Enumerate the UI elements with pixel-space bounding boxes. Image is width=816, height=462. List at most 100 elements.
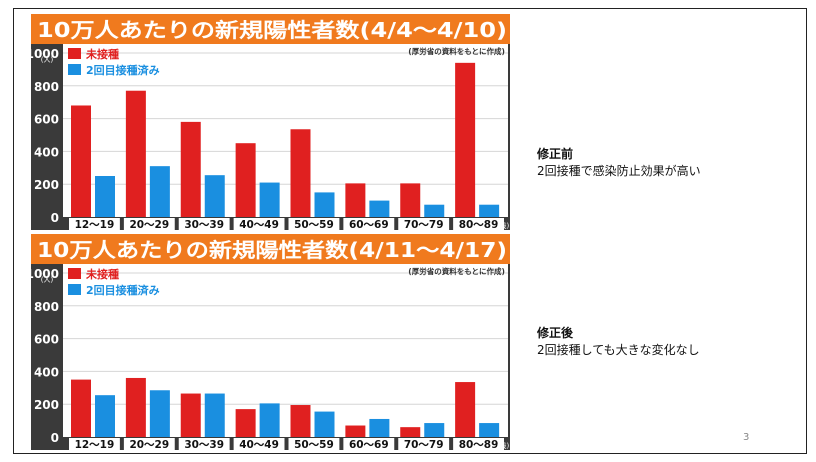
y-tick-label: 400 [34, 365, 59, 379]
bar [400, 427, 421, 437]
y-tick-label: 400 [34, 145, 59, 159]
note-heading: 修正前 [537, 147, 574, 161]
source-note: (厚労省の資料をもとに作成) [408, 266, 505, 276]
bar [235, 409, 256, 437]
y-tick-label: 800 [34, 80, 59, 94]
y-tick-label: 600 [34, 333, 59, 347]
x-tick-label: 12〜19 [75, 439, 115, 450]
bar [149, 390, 170, 437]
y-tick-label: 600 [34, 113, 59, 127]
bar [369, 200, 390, 217]
note-after: 修正後 2回接種しても大きな変化なし [537, 325, 700, 359]
bar [95, 395, 115, 437]
bar [314, 411, 335, 437]
category-box [343, 438, 395, 450]
y-tick-label: 1000 [31, 47, 59, 61]
chart-title: 10万人あたりの新規陽性者数(4/11〜4/17) [37, 238, 507, 262]
x-tick-label: 70〜79 [404, 439, 444, 450]
bar [180, 393, 201, 437]
bar [204, 175, 225, 217]
category-box [123, 218, 175, 230]
title-banner [31, 14, 510, 44]
legend-swatch [68, 284, 81, 295]
bar-chart-svg: 10万人あたりの新規陽性者数(4/11〜4/17) 0 200 400 600 800 10… [31, 234, 510, 450]
bar [455, 62, 476, 218]
bar [479, 204, 500, 217]
category-box [69, 218, 120, 230]
bar [259, 182, 280, 217]
x-tick-label: 30〜39 [184, 219, 224, 230]
bar [424, 204, 445, 217]
category-box [453, 438, 504, 450]
note-text: 2回接種で感染防止効果が高い [537, 164, 701, 178]
bar [235, 143, 256, 217]
bar [125, 90, 146, 217]
x-tick-label: 12〜19 [75, 219, 115, 230]
legend-swatch [68, 48, 81, 59]
legend-label: 2回目接種済み [86, 63, 160, 77]
y-tick-label: 200 [34, 398, 59, 412]
x-tick-label: 20〜29 [129, 439, 169, 450]
bar [180, 121, 201, 217]
category-box [233, 438, 285, 450]
x-tick-label: 80〜89 [459, 439, 499, 450]
bar [95, 176, 115, 217]
bar [479, 423, 500, 437]
x-axis-unit: (歳) [497, 221, 510, 230]
x-tick-label: 60〜69 [349, 219, 389, 230]
y-tick-label: 800 [34, 300, 59, 314]
bar [369, 418, 390, 437]
x-tick-label: 50〜59 [294, 219, 334, 230]
bar [455, 382, 476, 437]
bar [400, 183, 421, 217]
x-tick-label: 30〜39 [184, 439, 224, 450]
note-text: 2回接種しても大きな変化なし [537, 343, 700, 357]
legend-label: 2回目接種済み [86, 283, 160, 297]
y-axis-unit: (人) [41, 56, 54, 64]
y-tick-label: 1000 [31, 267, 59, 281]
bar [290, 129, 311, 217]
legend-swatch [68, 268, 81, 279]
bar [259, 403, 280, 437]
legend-swatch [68, 64, 81, 75]
bar [345, 183, 366, 217]
x-axis-unit: (歳) [497, 441, 510, 450]
x-tick-label: 20〜29 [129, 219, 169, 230]
x-tick-label: 50〜59 [294, 439, 334, 450]
chart-after: 10万人あたりの新規陽性者数(4/11〜4/17) 0 200 400 600 800 10… [31, 234, 510, 450]
bar [149, 166, 170, 217]
bar [125, 377, 146, 437]
source-note: (厚労省の資料をもとに作成) [408, 46, 505, 56]
y-tick-label: 200 [34, 178, 59, 192]
category-box [453, 218, 504, 230]
chart-before: 10万人あたりの新規陽性者数(4/4〜4/10) 0 200 400 600 800 100… [31, 14, 510, 230]
category-box [343, 218, 395, 230]
bar [204, 393, 225, 437]
category-box [233, 218, 285, 230]
x-tick-label: 80〜89 [459, 219, 499, 230]
x-tick-label: 40〜49 [239, 219, 279, 230]
bar [424, 423, 445, 437]
note-before: 修正前 2回接種で感染防止効果が高い [537, 146, 701, 180]
bar [290, 405, 311, 437]
x-tick-label: 70〜79 [404, 219, 444, 230]
x-tick-label: 60〜69 [349, 439, 389, 450]
chart-title: 10万人あたりの新規陽性者数(4/4〜4/10) [37, 18, 507, 42]
y-tick-label: 0 [51, 431, 59, 445]
category-box [69, 438, 120, 450]
bar [345, 425, 366, 437]
bar [314, 192, 335, 217]
category-box [178, 218, 230, 230]
category-box [398, 218, 450, 230]
legend-label: 未接種 [85, 267, 119, 281]
bar-chart-svg: 10万人あたりの新規陽性者数(4/4〜4/10) 0 200 400 600 800 100… [31, 14, 510, 230]
note-heading: 修正後 [537, 326, 574, 340]
page-number: 3 [743, 432, 750, 443]
category-box [398, 438, 450, 450]
bar [71, 379, 91, 437]
y-tick-label: 0 [51, 211, 59, 225]
category-box [123, 438, 175, 450]
category-box [288, 438, 340, 450]
x-tick-label: 40〜49 [239, 439, 279, 450]
category-box [288, 218, 340, 230]
